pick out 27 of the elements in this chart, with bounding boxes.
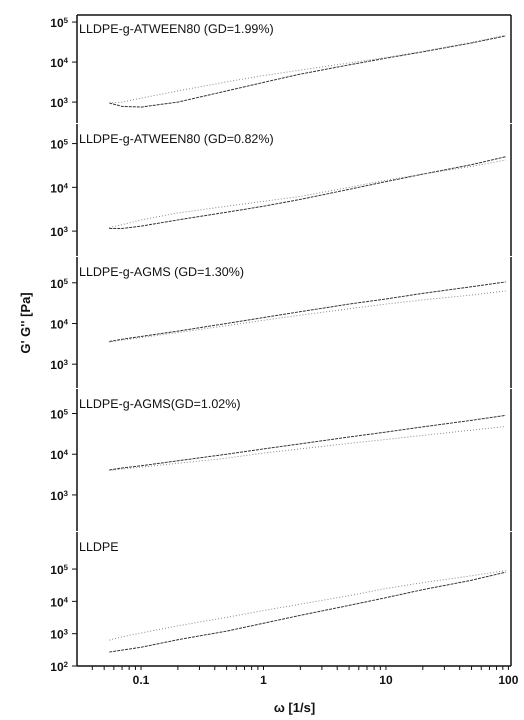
y-tick-label: 10$^{5}$ xyxy=(50,137,69,152)
y-tick-label: 10$^{4}$ xyxy=(50,594,69,610)
x-tick-label: 1 xyxy=(260,673,268,687)
y-tick-label: 10$^{3}$ xyxy=(50,224,69,240)
y-tick-label: 10$^{2}$ xyxy=(50,660,69,674)
annotation: LLDPE xyxy=(79,540,119,554)
y-tick-label: 10$^{3}$ xyxy=(50,96,69,110)
x-axis-title: ω [1/s] xyxy=(272,699,316,717)
x-tick-label: 100 xyxy=(498,673,519,687)
y-tick-label: 10$^{5}$ xyxy=(50,16,69,30)
x-tick-label: 0.1 xyxy=(132,673,150,687)
y-tick-label: 10$^{4}$ xyxy=(50,316,69,332)
y-axis-title: G' G'' [Pa] xyxy=(18,292,34,354)
y-tick-label: 10$^{5}$ xyxy=(50,562,69,578)
y-tick-label: 10$^{3}$ xyxy=(50,627,69,642)
x-tick-label: 10 xyxy=(379,673,393,687)
y-tick-label: 10$^{4}$ xyxy=(50,180,69,196)
annotation: LLDPE-g-AGMS(GD=1.02%) xyxy=(79,397,241,411)
y-tick-label: 10$^{4}$ xyxy=(50,56,69,70)
y-tick-label: 10$^{3}$ xyxy=(50,488,69,503)
y-tick-label: 10$^{4}$ xyxy=(50,448,69,462)
annotation: LLDPE-g-AGMS (GD=1.30%) xyxy=(79,265,244,279)
annotation: LLDPE-g-ATWEEN80 (GD=1.99%) xyxy=(79,22,274,36)
y-tick-label: 10$^{5}$ xyxy=(50,276,69,291)
y-tick-label: 10$^{5}$ xyxy=(50,407,69,422)
y-tick-label: 10$^{3}$ xyxy=(50,358,69,372)
annotation: LLDPE-g-ATWEEN80 (GD=0.82%) xyxy=(79,132,274,146)
